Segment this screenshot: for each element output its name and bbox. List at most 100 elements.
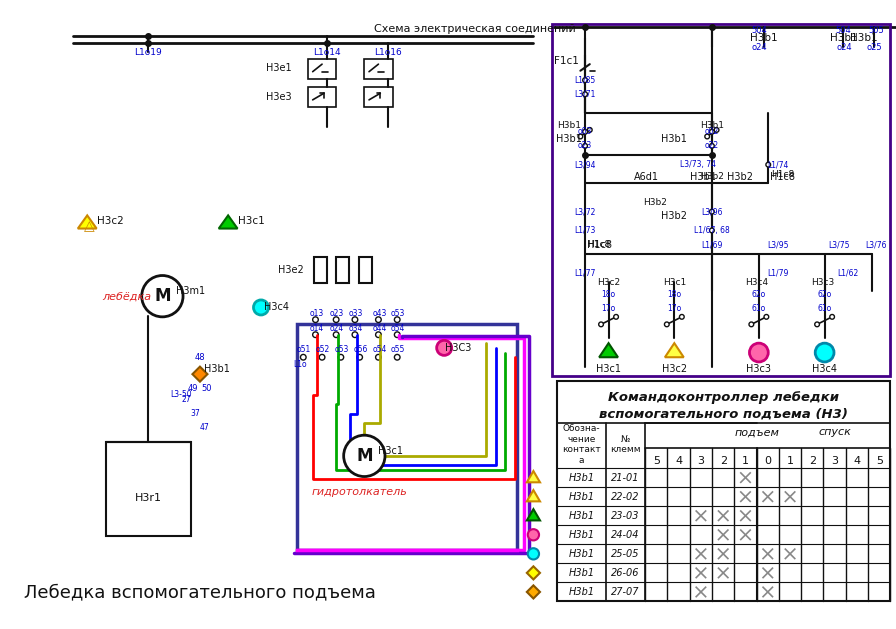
Polygon shape — [527, 471, 540, 482]
Text: o54: o54 — [391, 323, 405, 333]
Circle shape — [830, 314, 834, 319]
Text: Н3с1: Н3с1 — [596, 364, 621, 374]
Circle shape — [333, 332, 339, 338]
Text: o23: o23 — [330, 309, 344, 318]
Text: Н3b1: Н3b1 — [568, 549, 594, 559]
Text: 505: 505 — [868, 26, 884, 35]
Text: 62o: 62o — [817, 290, 831, 299]
Circle shape — [814, 322, 820, 326]
Circle shape — [313, 317, 318, 323]
Text: Н3b2: Н3b2 — [661, 211, 687, 221]
Text: o23: o23 — [578, 142, 592, 150]
Text: o33: o33 — [349, 309, 363, 318]
Circle shape — [710, 143, 714, 148]
Text: Н3b1: Н3b1 — [568, 472, 594, 482]
Circle shape — [436, 340, 452, 355]
Text: 61o: 61o — [817, 304, 831, 313]
Text: L1/69: L1/69 — [702, 240, 722, 249]
Circle shape — [254, 300, 269, 315]
Text: △: △ — [84, 219, 94, 233]
Text: L3/71: L3/71 — [574, 90, 596, 99]
Text: гидротолкатель: гидротолкатель — [312, 487, 408, 496]
Text: 50: 50 — [202, 384, 211, 392]
Text: Н3b1: Н3b1 — [568, 492, 594, 502]
Text: Н3b1: Н3b1 — [568, 530, 594, 540]
Text: Н3с4: Н3с4 — [264, 303, 289, 313]
Text: 18o: 18o — [668, 290, 681, 299]
Circle shape — [375, 317, 381, 323]
Text: L1/73: L1/73 — [574, 226, 596, 235]
Text: o02: o02 — [705, 127, 719, 136]
Text: спуск: спуск — [818, 427, 851, 437]
Circle shape — [375, 332, 381, 338]
Text: L1/79: L1/79 — [767, 268, 788, 277]
Text: Лебедка вспомогательного подъема: Лебедка вспомогательного подъема — [24, 583, 376, 601]
Circle shape — [679, 314, 685, 319]
Circle shape — [394, 317, 400, 323]
Text: 4: 4 — [675, 455, 682, 465]
Circle shape — [764, 314, 769, 319]
Text: 21-01: 21-01 — [611, 472, 640, 482]
Text: 24-04: 24-04 — [611, 530, 640, 540]
Text: 2: 2 — [719, 455, 727, 465]
Text: Н3с2: Н3с2 — [662, 364, 687, 374]
Bar — [297, 325, 518, 550]
Circle shape — [375, 354, 381, 360]
Text: Н3с1: Н3с1 — [378, 446, 403, 456]
Text: лебёдка: лебёдка — [102, 291, 151, 301]
Text: L1o14: L1o14 — [313, 48, 340, 57]
Circle shape — [352, 317, 358, 323]
Text: Н3е2: Н3е2 — [278, 265, 303, 275]
Text: Схема электрическая соединений: Схема электрическая соединений — [375, 24, 576, 34]
Circle shape — [614, 314, 618, 319]
Text: L3/73, 74: L3/73, 74 — [680, 160, 716, 169]
Text: 1: 1 — [787, 455, 794, 465]
Text: o14: o14 — [309, 323, 323, 333]
Bar — [365, 58, 392, 79]
Text: 27: 27 — [181, 395, 191, 404]
Bar — [308, 58, 336, 79]
Text: o22: o22 — [705, 142, 719, 150]
Text: Н1с8: Н1с8 — [588, 240, 611, 249]
Text: Н3с4: Н3с4 — [745, 277, 769, 287]
Text: Н3b1: Н3b1 — [204, 364, 229, 374]
Text: o24: o24 — [330, 323, 344, 333]
Text: o25: o25 — [866, 43, 883, 52]
Circle shape — [344, 435, 385, 477]
Text: 37: 37 — [190, 409, 200, 418]
Circle shape — [142, 276, 183, 317]
Text: L1/74: L1/74 — [767, 160, 788, 169]
Circle shape — [710, 228, 714, 233]
Circle shape — [749, 343, 768, 362]
Text: Н3b1: Н3b1 — [557, 121, 582, 130]
Bar — [336, 257, 349, 283]
Circle shape — [766, 162, 771, 167]
Bar — [365, 87, 392, 108]
Text: M: M — [356, 447, 373, 465]
Polygon shape — [527, 509, 540, 520]
Text: 3: 3 — [697, 455, 704, 465]
Circle shape — [394, 332, 400, 338]
Text: Обозна-
чение
контакт
а: Обозна- чение контакт а — [562, 425, 600, 465]
Text: L1o16: L1o16 — [374, 48, 401, 57]
Circle shape — [319, 354, 325, 360]
Text: Н3с4: Н3с4 — [812, 364, 837, 374]
Circle shape — [582, 92, 588, 97]
Circle shape — [710, 209, 714, 214]
Circle shape — [578, 134, 582, 139]
Text: подъем: подъем — [734, 427, 780, 437]
Text: L1o: L1o — [294, 360, 307, 369]
Text: 504: 504 — [751, 26, 767, 35]
Text: 17o: 17o — [668, 304, 682, 313]
Circle shape — [749, 322, 754, 326]
Circle shape — [710, 130, 714, 134]
Circle shape — [815, 343, 834, 362]
Polygon shape — [219, 215, 237, 228]
Text: Н1с8: Н1с8 — [587, 240, 612, 250]
Text: 22-02: 22-02 — [611, 492, 640, 502]
Text: L3/76: L3/76 — [866, 240, 887, 249]
Circle shape — [665, 322, 669, 326]
Text: o03: o03 — [578, 127, 592, 136]
Text: Н3с3: Н3с3 — [811, 277, 834, 287]
Text: o55: o55 — [391, 345, 405, 354]
